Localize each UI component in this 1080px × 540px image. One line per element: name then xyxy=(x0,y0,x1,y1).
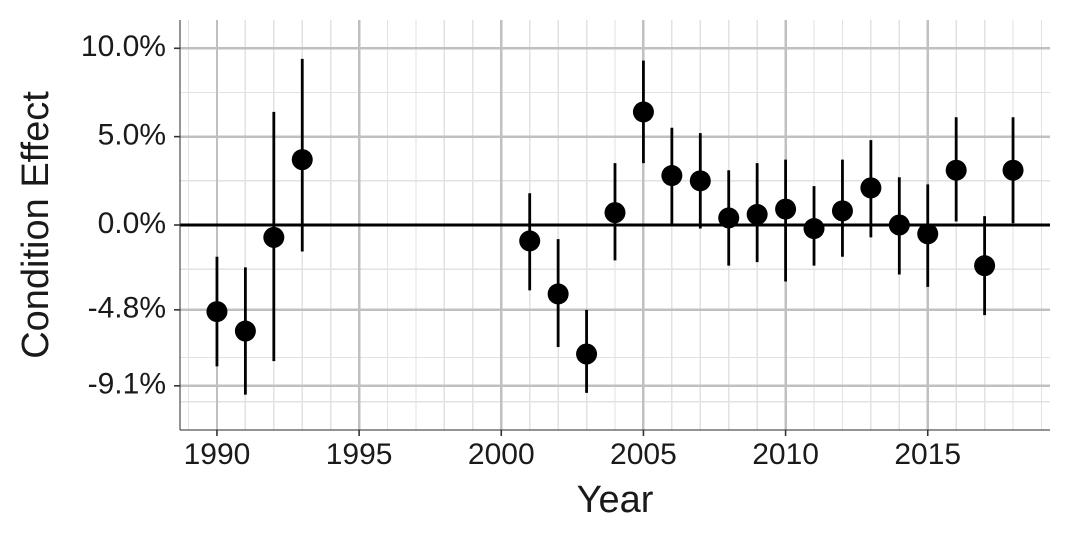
data-point xyxy=(263,227,284,248)
data-point xyxy=(804,218,825,239)
data-point xyxy=(718,207,739,228)
data-point xyxy=(974,255,995,276)
y-axis-title: Condition Effect xyxy=(15,91,57,359)
data-point xyxy=(889,215,910,236)
x-tick-label: 2010 xyxy=(752,438,819,471)
x-tick-label: 2005 xyxy=(610,438,677,471)
y-tick-label: -4.8% xyxy=(88,292,166,325)
condition-effect-chart: 1990 1995 2000 2005 2010 2015 -9.1% -4.8% 0.0% 5.… xyxy=(0,0,1080,540)
data-point xyxy=(235,321,256,342)
data-point xyxy=(576,344,597,365)
data-point xyxy=(917,223,938,244)
x-tick-label: 2000 xyxy=(468,438,535,471)
y-tick-label: 10.0% xyxy=(81,30,166,63)
data-point xyxy=(548,283,569,304)
data-point xyxy=(605,202,626,223)
data-point xyxy=(292,149,313,170)
x-tick-label: 2015 xyxy=(894,438,961,471)
x-axis-title: Year xyxy=(577,479,654,521)
x-tick-label: 1995 xyxy=(326,438,393,471)
data-point xyxy=(775,199,796,220)
data-point xyxy=(860,177,881,198)
data-point xyxy=(832,200,853,221)
data-point xyxy=(747,204,768,225)
data-point xyxy=(206,301,227,322)
y-tick-label: 5.0% xyxy=(98,119,166,152)
y-tick-label: -9.1% xyxy=(88,368,166,401)
data-point xyxy=(633,101,654,122)
data-point xyxy=(690,170,711,191)
data-point xyxy=(519,230,540,251)
y-tick-label: 0.0% xyxy=(98,207,166,240)
data-point xyxy=(661,165,682,186)
x-tick-label: 1990 xyxy=(184,438,251,471)
data-point xyxy=(946,160,967,181)
data-point xyxy=(1003,160,1024,181)
